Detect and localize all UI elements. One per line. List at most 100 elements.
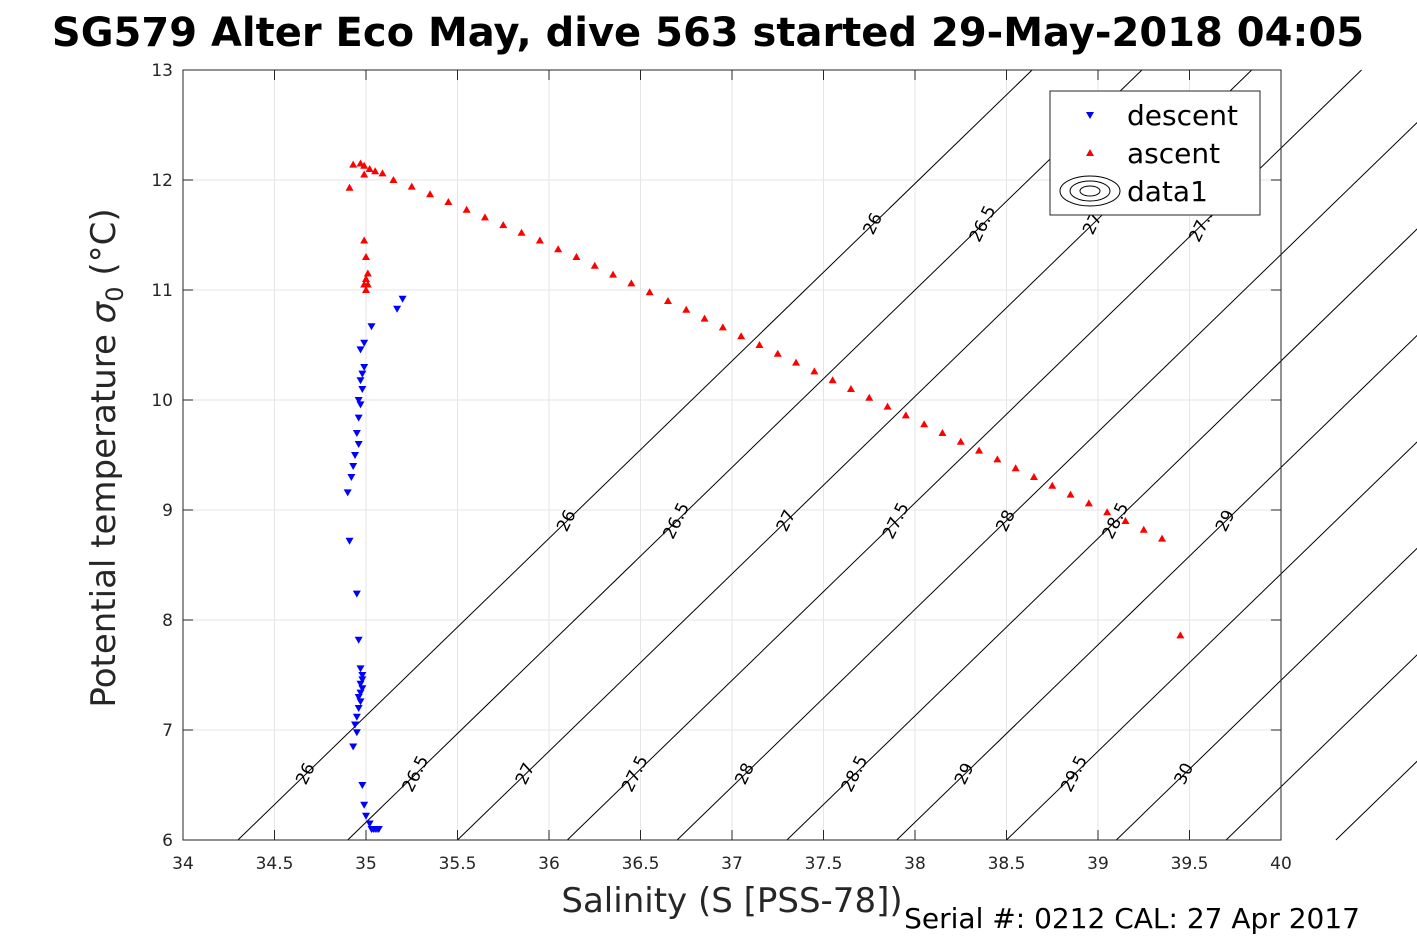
ascent-marker [682, 305, 691, 313]
y-tick-label: 10 [151, 391, 173, 411]
legend-label: data1 [1127, 175, 1208, 208]
legend-contour-marker [1069, 180, 1111, 202]
descent-marker [351, 452, 360, 459]
descent-marker [352, 713, 361, 721]
descent-marker [352, 590, 361, 598]
ascent-marker [365, 165, 374, 172]
ascent-marker [480, 213, 489, 221]
data-markers [343, 159, 1185, 833]
isopycnal-line [896, 334, 1417, 841]
y-tick-label: 9 [162, 501, 173, 521]
ascent-marker [535, 236, 544, 244]
ascent-marker [362, 253, 370, 260]
descent-marker [356, 665, 365, 673]
ascent-marker [462, 205, 471, 213]
descent-marker [358, 672, 367, 679]
descent-marker [354, 694, 363, 701]
ascent-marker [1066, 490, 1075, 498]
ascent-marker [718, 323, 727, 331]
ascent-marker [956, 437, 965, 445]
ascent-marker [883, 402, 892, 410]
ascent-marker [1029, 473, 1038, 480]
ascent-marker [792, 358, 801, 366]
ascent-marker [1158, 534, 1167, 542]
ascent-marker [360, 161, 369, 169]
descent-marker [354, 414, 363, 422]
ascent-marker [755, 341, 764, 348]
descent-marker [398, 295, 407, 303]
legend-descent-marker [1086, 112, 1094, 119]
legend-label: ascent [1127, 137, 1220, 170]
x-axis-label: Salinity (S [PSS-78]) [561, 881, 902, 921]
descent-marker [362, 812, 370, 820]
ascent-marker [363, 280, 372, 288]
ascent-marker [572, 253, 581, 260]
descent-marker [356, 346, 365, 354]
ascent-marker [901, 411, 910, 419]
ascent-marker [345, 183, 354, 191]
ascent-marker [517, 228, 526, 236]
ascent-marker [975, 446, 984, 454]
descent-marker [356, 698, 365, 706]
ascent-marker [362, 275, 370, 282]
x-tick-label: 39.5 [1171, 854, 1209, 874]
ascent-marker [554, 245, 563, 253]
ascent-marker [407, 182, 416, 190]
ascent-marker [1084, 499, 1093, 507]
descent-marker [354, 441, 363, 448]
ascent-marker [1139, 525, 1148, 533]
ascent-marker [499, 221, 508, 229]
x-tick-label: 39 [1087, 854, 1109, 874]
ascent-marker [865, 393, 874, 401]
descent-marker [358, 676, 367, 684]
ascent-marker [590, 261, 599, 269]
ascent-marker [846, 385, 855, 392]
ascent-marker [920, 420, 929, 428]
x-tick-label: 37.5 [805, 854, 843, 874]
y-tick-label: 8 [162, 611, 173, 631]
isopycnal-line [1115, 547, 1417, 841]
ascent-marker [700, 314, 709, 322]
descent-marker [356, 401, 365, 409]
y-tick-label: 11 [151, 281, 173, 301]
ascent-marker [1048, 481, 1057, 489]
descent-marker [354, 705, 363, 712]
descent-marker [343, 489, 352, 497]
x-tick-label: 35 [355, 854, 377, 874]
x-tick-label: 34.5 [256, 854, 294, 874]
descent-marker [347, 474, 356, 481]
y-tick-label: 6 [162, 831, 173, 851]
serial-footer: Serial #: 0212 CAL: 27 Apr 2017 [904, 902, 1360, 935]
x-tick-label: 38 [904, 854, 926, 874]
legend-contour-marker [1079, 185, 1101, 197]
ascent-marker [828, 376, 837, 384]
descent-marker [349, 463, 358, 470]
ascent-marker [773, 349, 782, 357]
legend-ascent-marker [1086, 149, 1094, 156]
isopycnal-line [676, 121, 1417, 841]
y-tick-label: 7 [162, 721, 173, 741]
descent-marker [356, 377, 365, 385]
ascent-marker [609, 270, 618, 278]
ascent-marker [426, 190, 435, 198]
descent-marker [349, 743, 358, 751]
ascent-marker [378, 169, 387, 177]
ascent-marker [444, 198, 453, 205]
x-tick-label: 36.5 [622, 854, 660, 874]
ascent-marker [1176, 631, 1185, 639]
axes [182, 69, 1282, 841]
x-tick-label: 34 [172, 854, 194, 874]
legend-label: descent [1127, 99, 1238, 132]
descent-marker [372, 826, 381, 833]
descent-marker [351, 721, 360, 729]
descent-marker [358, 386, 367, 393]
ascent-marker [363, 269, 372, 277]
x-tick-label: 40 [1270, 854, 1292, 874]
ascent-marker [993, 455, 1002, 463]
descent-marker [393, 305, 402, 313]
isopycnal-line [786, 228, 1417, 841]
descent-marker [358, 370, 367, 378]
descent-marker [354, 636, 363, 644]
ascent-marker [737, 332, 746, 340]
